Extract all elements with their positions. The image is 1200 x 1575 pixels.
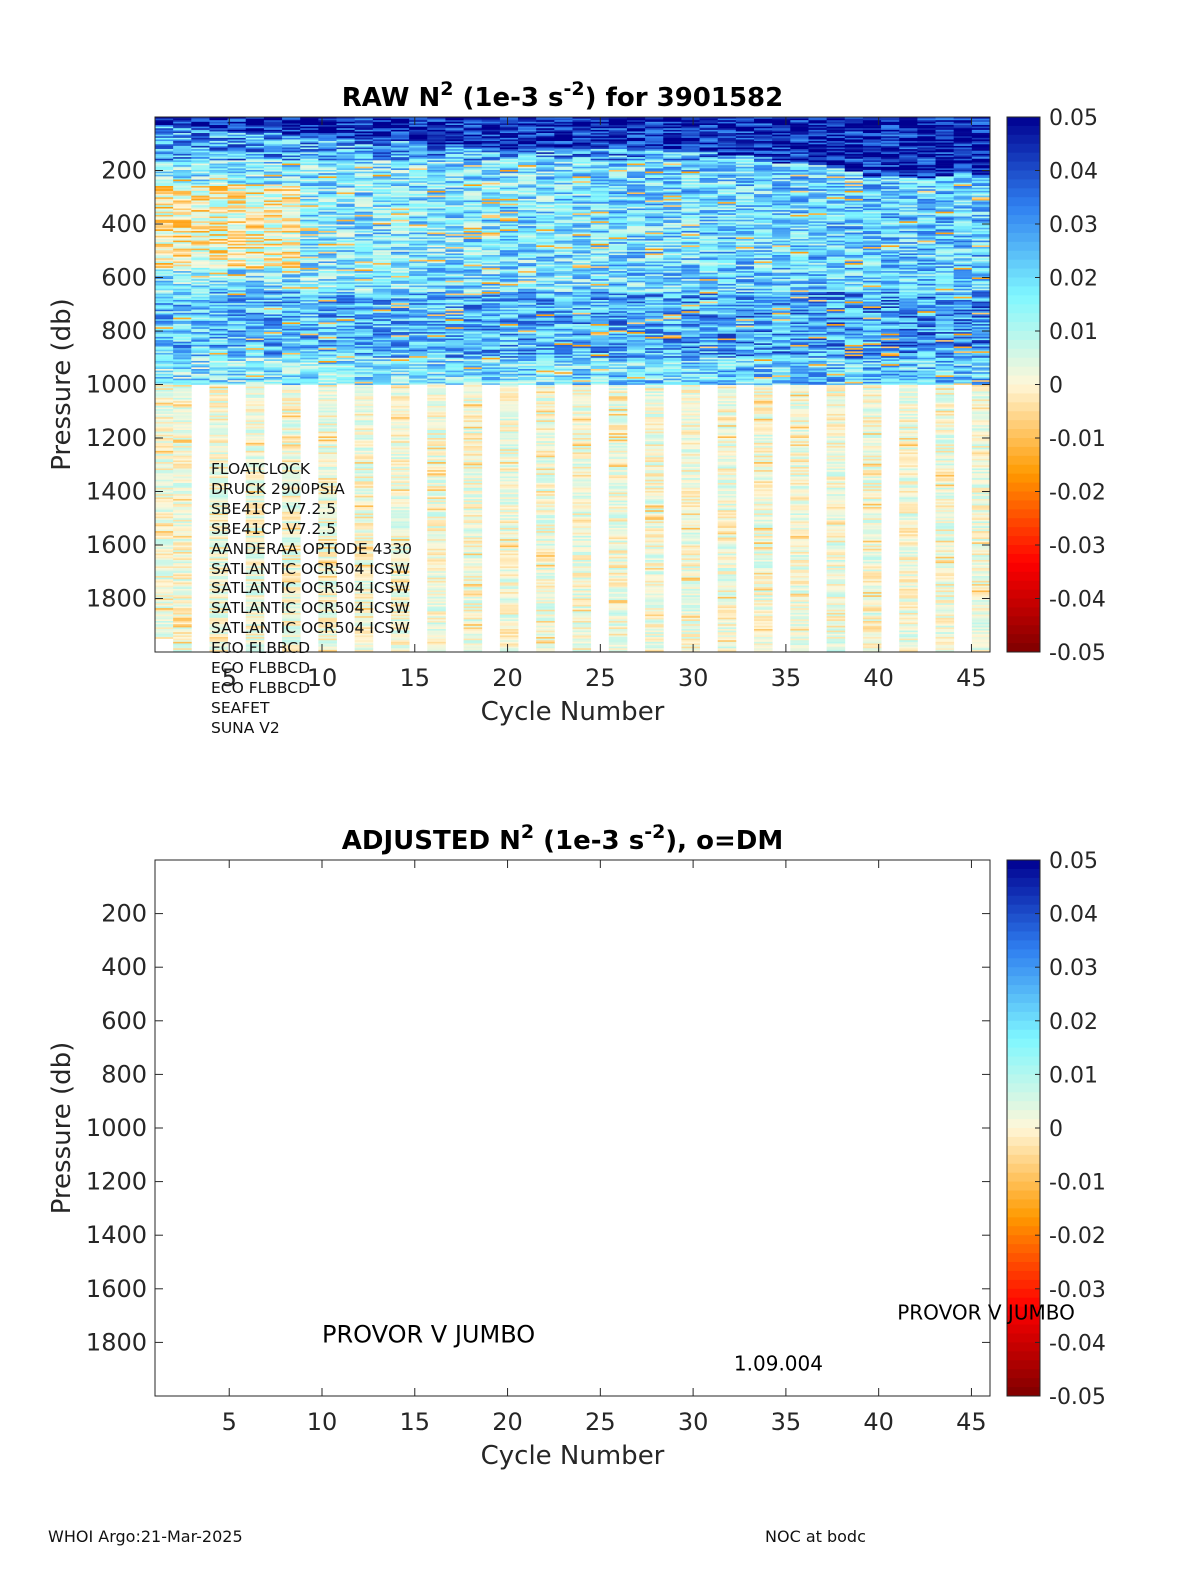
heatmap-cell [373, 383, 392, 384]
heatmap-cell [264, 383, 283, 384]
heatmap-cell [228, 383, 247, 384]
heatmap-cell [191, 383, 210, 384]
heatmap-cell [482, 383, 501, 384]
heatmap-cell [409, 383, 428, 384]
heatmap-cell [155, 637, 174, 639]
heatmap-cell [445, 383, 464, 384]
heatmap-cell [337, 383, 356, 384]
heatmap-cell [300, 383, 319, 384]
chart-panel-1: 5 10 15 20 25 30 35 40 4520040060080010001200140… [47, 78, 1106, 727]
